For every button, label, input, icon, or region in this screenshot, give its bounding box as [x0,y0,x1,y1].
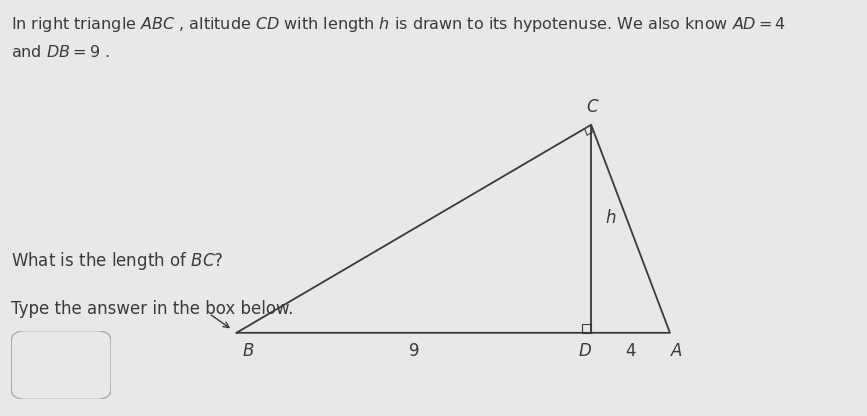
Text: $C$: $C$ [586,98,599,116]
Text: $h$: $h$ [605,209,616,228]
Text: 4: 4 [625,342,636,360]
Text: $B$: $B$ [242,342,255,360]
FancyBboxPatch shape [11,331,111,399]
Text: Type the answer in the box below.: Type the answer in the box below. [11,300,294,317]
Text: and $DB = 9$ .: and $DB = 9$ . [11,44,110,59]
Text: In right triangle $ABC$ , altitude $CD$ with length $h$ is drawn to its hypotenu: In right triangle $ABC$ , altitude $CD$ … [11,15,786,34]
Text: What is the length of $BC$?: What is the length of $BC$? [11,250,224,272]
Text: $A$: $A$ [669,342,683,360]
Text: 9: 9 [408,342,419,360]
Bar [582,324,591,333]
Text: $D$: $D$ [577,342,592,360]
